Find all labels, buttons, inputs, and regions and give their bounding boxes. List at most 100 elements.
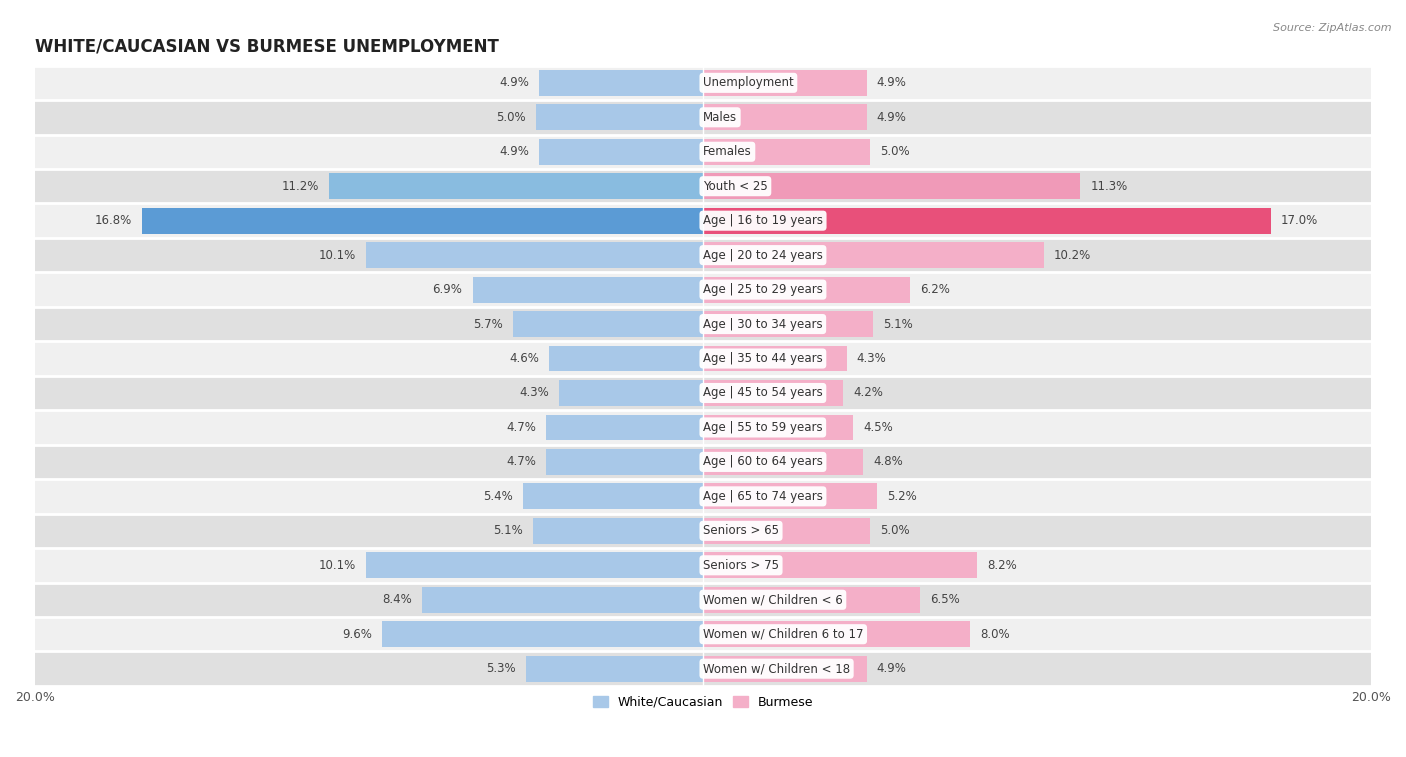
Bar <box>523 484 703 509</box>
Text: Unemployment: Unemployment <box>703 76 794 89</box>
Bar <box>703 276 910 303</box>
Text: Age | 30 to 34 years: Age | 30 to 34 years <box>703 318 823 331</box>
Text: 6.9%: 6.9% <box>433 283 463 296</box>
Bar <box>35 169 1371 204</box>
Text: 4.3%: 4.3% <box>856 352 886 365</box>
Text: Age | 55 to 59 years: Age | 55 to 59 years <box>703 421 823 434</box>
Text: 5.1%: 5.1% <box>883 318 912 331</box>
Bar <box>703 242 1043 268</box>
Text: 4.9%: 4.9% <box>877 76 907 89</box>
Bar <box>703 70 866 95</box>
Bar <box>703 656 866 681</box>
Text: 5.0%: 5.0% <box>880 145 910 158</box>
Text: 4.2%: 4.2% <box>853 387 883 400</box>
Text: 4.5%: 4.5% <box>863 421 893 434</box>
Bar <box>35 100 1371 135</box>
Text: 5.0%: 5.0% <box>880 525 910 537</box>
Text: WHITE/CAUCASIAN VS BURMESE UNEMPLOYMENT: WHITE/CAUCASIAN VS BURMESE UNEMPLOYMENT <box>35 38 499 56</box>
Text: Women w/ Children < 6: Women w/ Children < 6 <box>703 593 842 606</box>
Text: Seniors > 65: Seniors > 65 <box>703 525 779 537</box>
Text: 6.5%: 6.5% <box>931 593 960 606</box>
Text: 10.2%: 10.2% <box>1053 248 1091 262</box>
Legend: White/Caucasian, Burmese: White/Caucasian, Burmese <box>588 691 818 714</box>
Bar <box>536 104 703 130</box>
Text: 5.0%: 5.0% <box>496 111 526 124</box>
Bar <box>703 621 970 647</box>
Bar <box>35 204 1371 238</box>
Bar <box>35 307 1371 341</box>
Text: Age | 20 to 24 years: Age | 20 to 24 years <box>703 248 823 262</box>
Text: 10.1%: 10.1% <box>318 248 356 262</box>
Text: Age | 45 to 54 years: Age | 45 to 54 years <box>703 387 823 400</box>
Bar <box>35 375 1371 410</box>
Bar <box>35 444 1371 479</box>
Text: Women w/ Children 6 to 17: Women w/ Children 6 to 17 <box>703 628 863 640</box>
Bar <box>703 139 870 165</box>
Text: 9.6%: 9.6% <box>343 628 373 640</box>
Text: 8.0%: 8.0% <box>980 628 1010 640</box>
Bar <box>526 656 703 681</box>
Bar <box>35 66 1371 100</box>
Bar <box>366 553 703 578</box>
Text: 16.8%: 16.8% <box>94 214 132 227</box>
Bar <box>35 548 1371 583</box>
Bar <box>546 449 703 475</box>
Bar <box>35 652 1371 686</box>
Bar <box>703 104 866 130</box>
Bar <box>560 380 703 406</box>
Text: 5.2%: 5.2% <box>887 490 917 503</box>
Text: 4.9%: 4.9% <box>499 76 529 89</box>
Bar <box>366 242 703 268</box>
Text: Youth < 25: Youth < 25 <box>703 179 768 193</box>
Bar <box>703 518 870 544</box>
Text: 5.7%: 5.7% <box>472 318 502 331</box>
Text: 6.2%: 6.2% <box>920 283 950 296</box>
Bar <box>35 135 1371 169</box>
Bar <box>703 449 863 475</box>
Bar <box>513 311 703 337</box>
Text: 5.1%: 5.1% <box>494 525 523 537</box>
Bar <box>703 553 977 578</box>
Bar <box>540 70 703 95</box>
Text: 4.9%: 4.9% <box>877 111 907 124</box>
Bar <box>35 341 1371 375</box>
Bar <box>703 415 853 441</box>
Bar <box>472 276 703 303</box>
Text: Age | 65 to 74 years: Age | 65 to 74 years <box>703 490 823 503</box>
Bar <box>546 415 703 441</box>
Text: 17.0%: 17.0% <box>1281 214 1317 227</box>
Bar <box>703 207 1271 234</box>
Bar <box>533 518 703 544</box>
Text: Age | 25 to 29 years: Age | 25 to 29 years <box>703 283 823 296</box>
Bar <box>703 346 846 372</box>
Text: 4.7%: 4.7% <box>506 421 536 434</box>
Text: Seniors > 75: Seniors > 75 <box>703 559 779 572</box>
Text: Age | 60 to 64 years: Age | 60 to 64 years <box>703 456 823 469</box>
Text: Males: Males <box>703 111 737 124</box>
Text: 8.4%: 8.4% <box>382 593 412 606</box>
Text: 4.9%: 4.9% <box>877 662 907 675</box>
Text: 11.3%: 11.3% <box>1091 179 1128 193</box>
Bar <box>703 587 920 612</box>
Text: 4.8%: 4.8% <box>873 456 903 469</box>
Text: 4.7%: 4.7% <box>506 456 536 469</box>
Text: 5.4%: 5.4% <box>482 490 513 503</box>
Text: Source: ZipAtlas.com: Source: ZipAtlas.com <box>1274 23 1392 33</box>
Bar <box>142 207 703 234</box>
Bar <box>35 583 1371 617</box>
Text: Age | 16 to 19 years: Age | 16 to 19 years <box>703 214 823 227</box>
Bar <box>35 513 1371 548</box>
Bar <box>540 139 703 165</box>
Text: Women w/ Children < 18: Women w/ Children < 18 <box>703 662 851 675</box>
Text: 8.2%: 8.2% <box>987 559 1017 572</box>
Bar <box>35 617 1371 652</box>
Bar <box>703 484 877 509</box>
Bar <box>382 621 703 647</box>
Bar <box>703 380 844 406</box>
Text: 4.9%: 4.9% <box>499 145 529 158</box>
Bar <box>703 311 873 337</box>
Text: 4.6%: 4.6% <box>509 352 540 365</box>
Bar <box>35 410 1371 444</box>
Bar <box>35 238 1371 273</box>
Text: 4.3%: 4.3% <box>520 387 550 400</box>
